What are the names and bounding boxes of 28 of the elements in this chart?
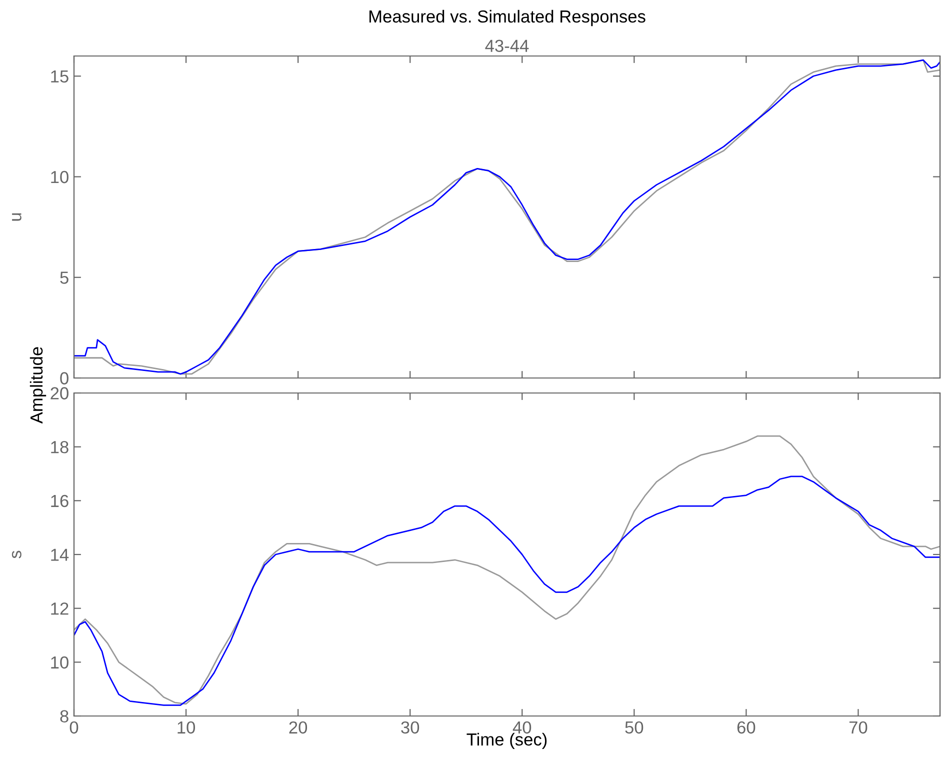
y-tick-label: 12 [51,602,68,615]
line-series [74,435,940,705]
y-tick-label: 20 [50,387,68,400]
y-axis-title: s [12,550,22,558]
y-tick-label: 14 [51,548,69,561]
x-tick-label: 30 [401,721,420,734]
chart-title: Measured vs. Simulated Responses [369,10,646,26]
line-series [74,476,940,706]
x-tick-label: 10 [178,721,196,734]
x-tick-label: 60 [737,721,756,734]
x-tick-label: 20 [289,721,308,734]
y-tick-label: 0 [60,372,68,384]
x-tick-label: 70 [849,721,868,734]
y-axis-title: u [12,213,22,221]
x-tick-label: 40 [512,721,532,734]
y-tick-label: 16 [51,494,68,508]
y-tick-label: 18 [51,441,68,454]
y-tick-label: 10 [51,170,68,184]
text: Amplitude [30,347,46,424]
y-tick-label: 8 [60,710,68,722]
x-tick-label: 50 [625,721,644,734]
y-tick-label: 10 [51,656,68,669]
x-tick-label: 0 [70,721,78,734]
line-series [74,59,940,375]
y-tick-label: 15 [51,70,68,83]
x-axis-title: Time (sec) [466,732,547,750]
y-tick-label: 5 [60,272,68,284]
chart-subtitle: 43-44 [485,40,529,52]
